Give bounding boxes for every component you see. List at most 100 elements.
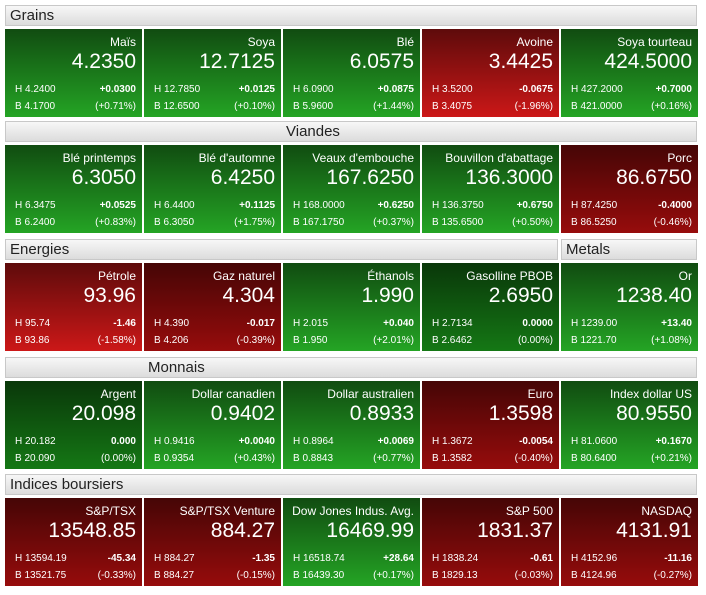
low-label: B xyxy=(571,570,578,581)
low-line: B 421.0000 xyxy=(571,101,622,112)
low-line: B 80.6400 xyxy=(571,453,617,464)
quote-name: Dollar australien xyxy=(327,387,414,401)
quote-tile: Maïs 4.2350 H 4.2400 +0.0300 B 4.1700 (+0.71%… xyxy=(5,29,142,117)
section-header: Grains xyxy=(5,5,697,26)
low-label: B xyxy=(15,101,22,112)
high-line: H 884.27 xyxy=(154,553,195,564)
quote-tile: NASDAQ 4131.91 H 4152.96 -11.16 B 4124.96 (-0… xyxy=(561,498,698,586)
high-value: 2.015 xyxy=(303,318,329,329)
change: -0.4000 xyxy=(658,200,692,211)
quote-tile: S&P/TSX 13548.85 H 13594.19 -45.34 B 13521.7… xyxy=(5,498,142,586)
high-label: H xyxy=(432,200,440,211)
quote-value: 884.27 xyxy=(210,519,275,542)
low-value: 1.950 xyxy=(302,335,328,346)
low-line: B 5.9600 xyxy=(293,101,333,112)
quote-tile: Dow Jones Indus. Avg. 16469.99 H 16518.74 +… xyxy=(283,498,420,586)
high-line: H 0.9416 xyxy=(154,436,195,447)
quote-value: 0.9402 xyxy=(210,402,275,425)
quote-name: NASDAQ xyxy=(641,504,692,518)
high-line: H 168.0000 xyxy=(293,200,345,211)
quote-name: Dollar canadien xyxy=(191,387,275,401)
percent-change: (+0.71%) xyxy=(95,101,136,112)
quote-name: Maïs xyxy=(109,35,136,49)
high-label: H xyxy=(293,436,301,447)
quote-tile: Or 1238.40 H 1239.00 +13.40 B 1221.70 (+1.08%… xyxy=(561,263,698,351)
high-value: 1838.24 xyxy=(442,553,479,564)
high-label: H xyxy=(15,200,23,211)
quote-value: 12.7125 xyxy=(199,50,275,73)
quote-name: Blé d'automne xyxy=(198,151,275,165)
high-label: H xyxy=(432,84,440,95)
high-label: H xyxy=(15,84,23,95)
quote-value: 1238.40 xyxy=(616,284,692,307)
change: +0.0525 xyxy=(99,200,136,211)
percent-change: (-0.40%) xyxy=(514,453,553,464)
low-label: B xyxy=(15,570,22,581)
high-line: H 16518.74 xyxy=(293,553,345,564)
quote-value: 1.3598 xyxy=(488,402,553,425)
change: +28.64 xyxy=(383,553,414,564)
low-label: B xyxy=(432,101,439,112)
percent-change: (+1.08%) xyxy=(651,335,692,346)
high-label: H xyxy=(293,318,301,329)
low-label: B xyxy=(432,453,439,464)
high-value: 16518.74 xyxy=(303,553,345,564)
low-line: B 6.2400 xyxy=(15,217,55,228)
high-label: H xyxy=(154,318,162,329)
quote-tile: Index dollar US 80.9550 H 81.0600 +0.1670 B … xyxy=(561,381,698,469)
change: +0.0300 xyxy=(99,84,136,95)
high-label: H xyxy=(571,84,579,95)
percent-change: (+0.83%) xyxy=(95,217,136,228)
quote-name: Or xyxy=(678,269,692,283)
low-value: 3.4075 xyxy=(441,101,473,112)
low-label: B xyxy=(154,570,161,581)
low-label: B xyxy=(293,101,300,112)
change: +0.1125 xyxy=(239,200,275,211)
percent-change: (-0.15%) xyxy=(236,570,275,581)
high-line: H 1838.24 xyxy=(432,553,478,564)
high-line: H 3.5200 xyxy=(432,84,473,95)
low-value: 421.0000 xyxy=(580,101,623,112)
high-value: 20.182 xyxy=(25,436,56,447)
low-label: B xyxy=(571,335,578,346)
low-line: B 1.950 xyxy=(293,335,327,346)
high-value: 1.3672 xyxy=(442,436,473,447)
high-line: H 87.4250 xyxy=(571,200,617,211)
section-header: Monnais xyxy=(5,357,697,378)
quote-name: Veaux d'embouche xyxy=(312,151,414,165)
percent-change: (+0.50%) xyxy=(512,217,553,228)
low-value: 1829.13 xyxy=(441,570,478,581)
low-line: B 4.206 xyxy=(154,335,188,346)
quote-tile: Gaz naturel 4.304 H 4.390 -0.017 B 4.206 (-0.… xyxy=(144,263,281,351)
quote-value: 13548.85 xyxy=(48,519,136,542)
quote-value: 4.2350 xyxy=(71,50,136,73)
high-value: 81.0600 xyxy=(581,436,618,447)
low-value: 12.6500 xyxy=(163,101,200,112)
quote-name: Blé printemps xyxy=(62,151,136,165)
high-label: H xyxy=(15,553,23,564)
high-line: H 0.8964 xyxy=(293,436,334,447)
quote-tile: Veaux d'embouche 167.6250 H 168.0000 +0.625… xyxy=(283,145,420,233)
high-label: H xyxy=(15,436,23,447)
quote-name: Gasolline PBOB xyxy=(466,269,553,283)
low-label: B xyxy=(154,335,161,346)
quote-value: 6.0575 xyxy=(349,50,414,73)
high-label: H xyxy=(154,84,162,95)
low-line: B 13521.75 xyxy=(15,570,66,581)
low-label: B xyxy=(293,453,300,464)
high-value: 95.74 xyxy=(25,318,51,329)
low-value: 1221.70 xyxy=(580,335,617,346)
high-line: H 2.015 xyxy=(293,318,328,329)
percent-change: (-0.46%) xyxy=(653,217,692,228)
change: +0.0875 xyxy=(377,84,414,95)
quote-tile: Argent 20.098 H 20.182 0.000 B 20.090 (0.00%) xyxy=(5,381,142,469)
low-label: B xyxy=(432,570,439,581)
percent-change: (+1.44%) xyxy=(373,101,414,112)
high-value: 0.8964 xyxy=(303,436,334,447)
low-value: 884.27 xyxy=(163,570,195,581)
quote-value: 80.9550 xyxy=(616,402,692,425)
high-value: 1239.00 xyxy=(581,318,618,329)
high-value: 3.5200 xyxy=(442,84,473,95)
high-value: 4.2400 xyxy=(25,84,56,95)
change: +13.40 xyxy=(661,318,692,329)
